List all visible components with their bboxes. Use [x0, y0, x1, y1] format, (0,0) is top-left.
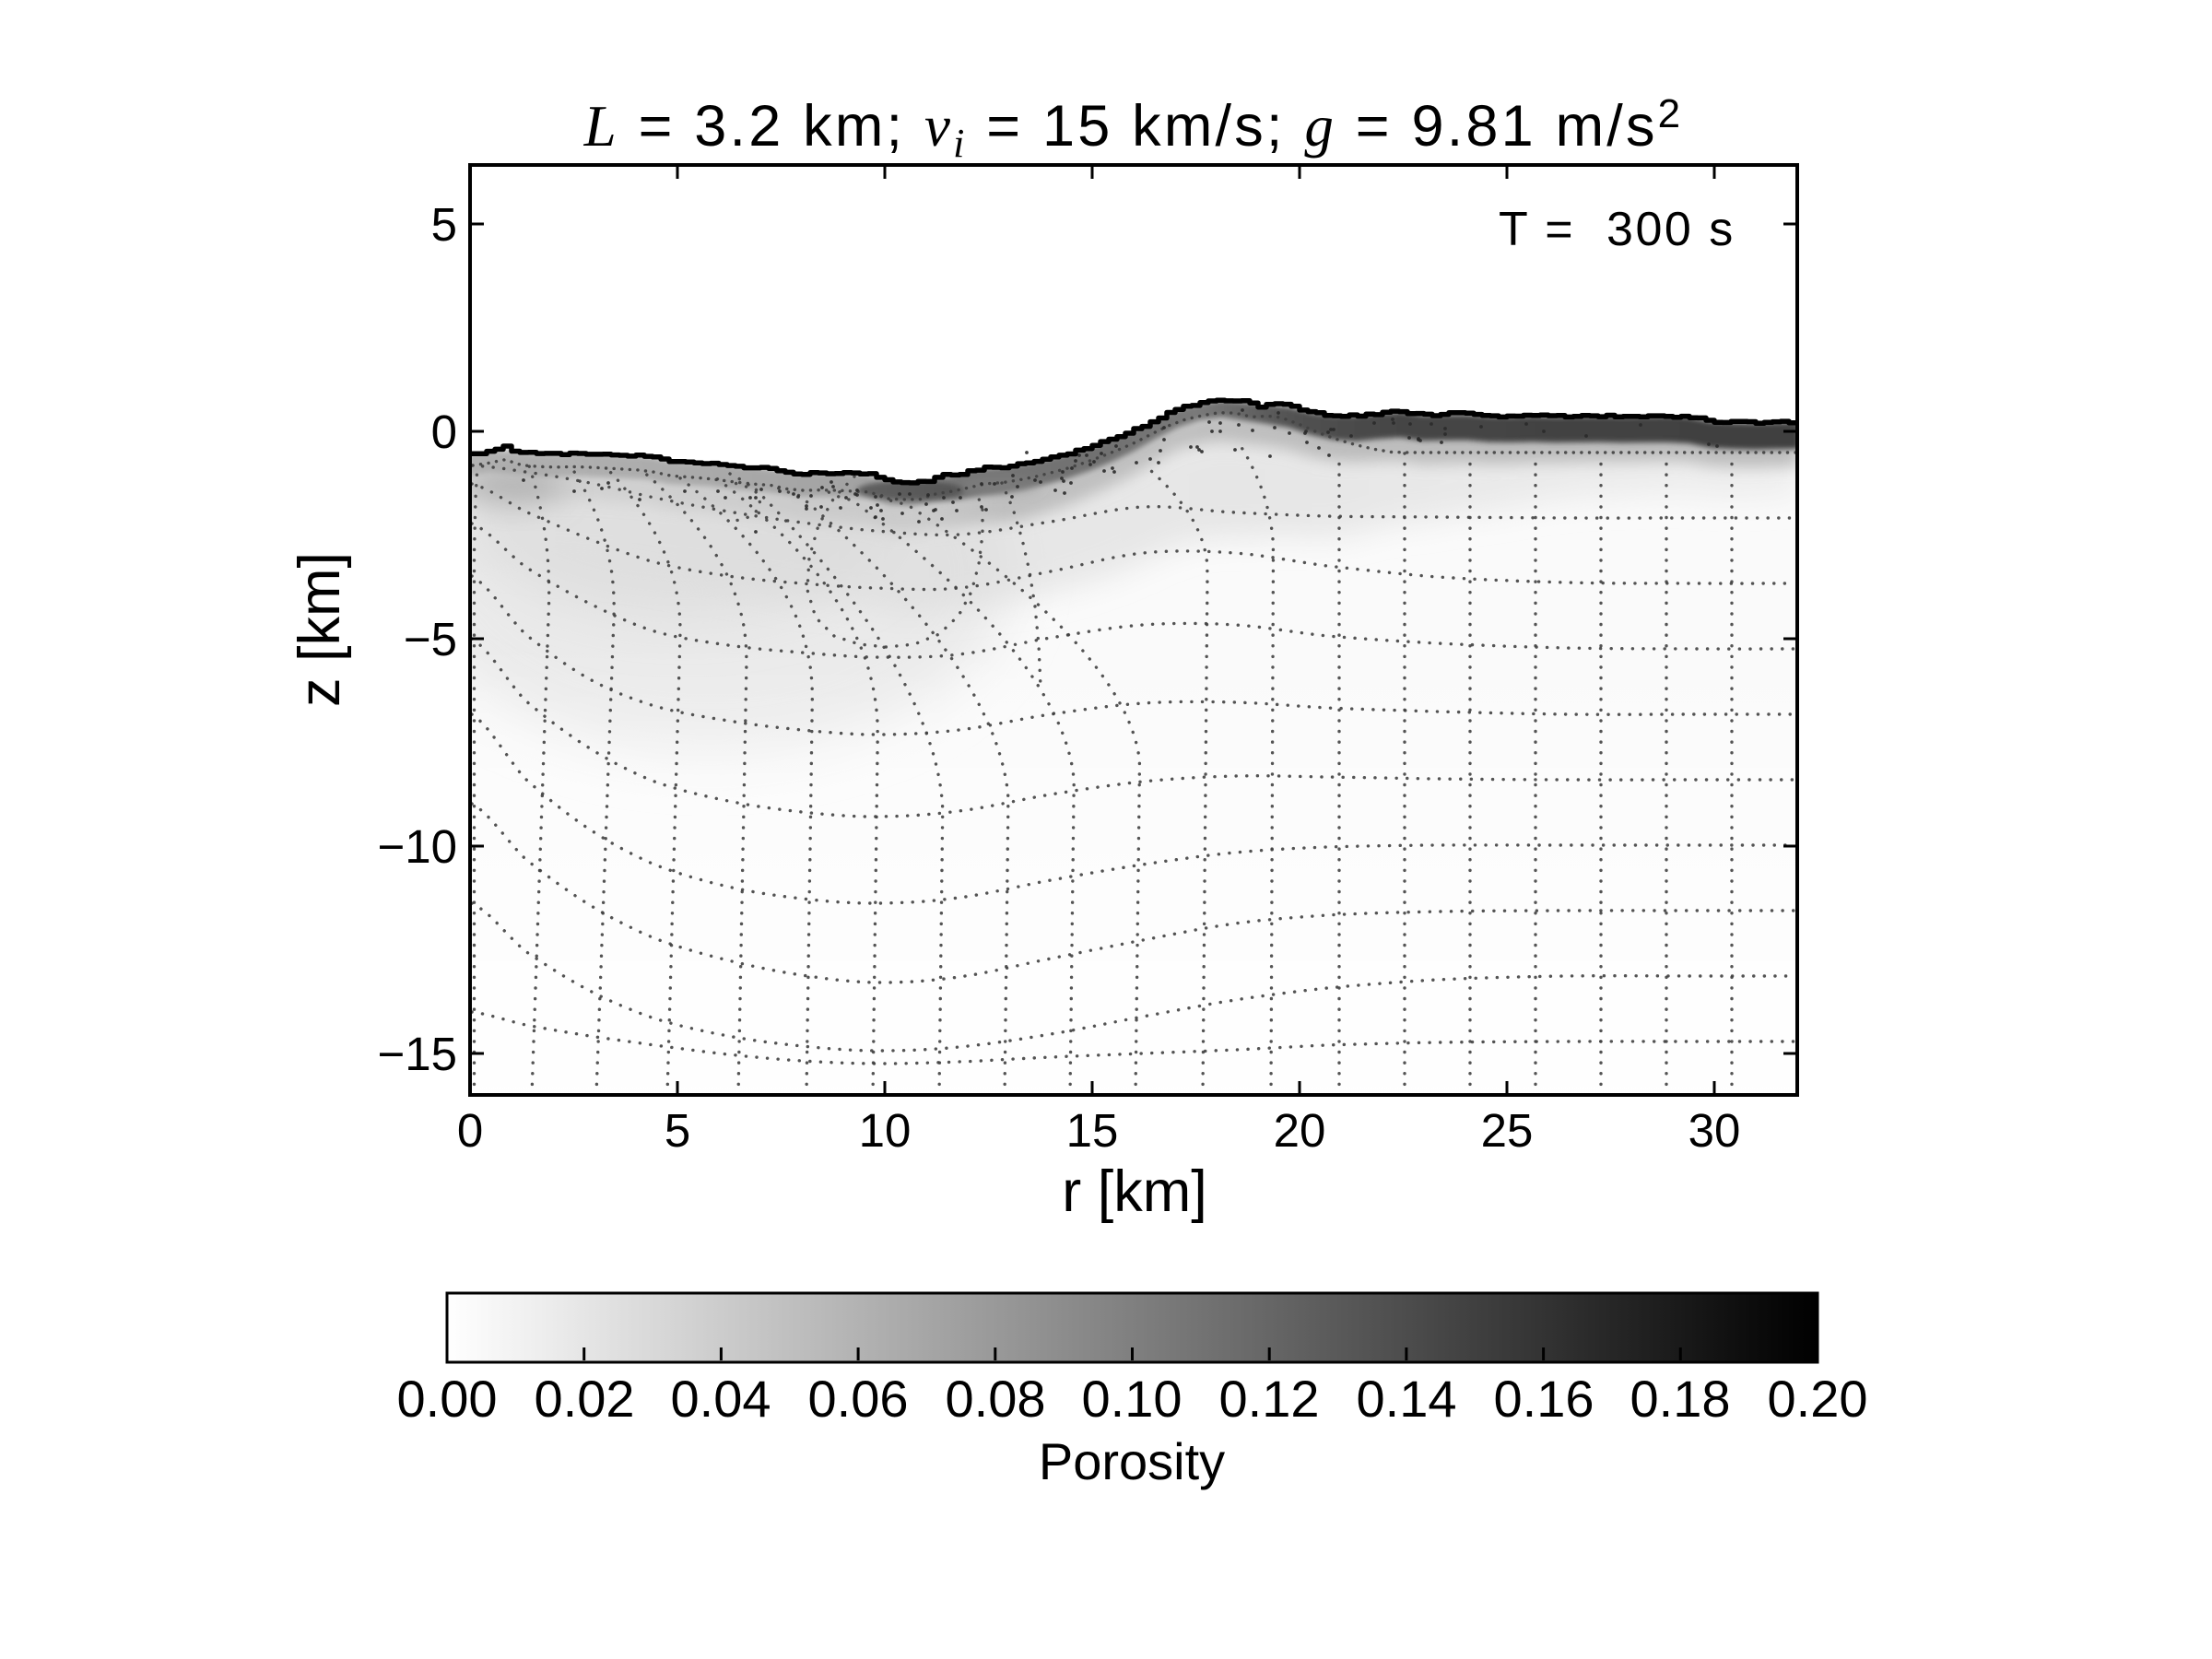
svg-text:0: 0: [431, 406, 457, 458]
svg-text:0.04: 0.04: [671, 1370, 771, 1428]
svg-text:−15: −15: [377, 1028, 457, 1080]
svg-text:z [km]: z [km]: [288, 552, 352, 707]
svg-text:0.06: 0.06: [808, 1370, 909, 1428]
svg-text:30: 30: [1688, 1104, 1741, 1157]
svg-text:0.10: 0.10: [1082, 1370, 1182, 1428]
svg-text:0.08: 0.08: [946, 1370, 1046, 1428]
svg-text:Porosity: Porosity: [1039, 1432, 1225, 1490]
svg-text:0.18: 0.18: [1630, 1370, 1731, 1428]
svg-text:5: 5: [665, 1104, 690, 1157]
svg-text:0.02: 0.02: [535, 1370, 635, 1428]
svg-text:T = 300 s: T = 300 s: [1499, 203, 1735, 256]
svg-text:0: 0: [457, 1104, 483, 1157]
svg-text:−5: −5: [404, 613, 457, 665]
svg-text:0.00: 0.00: [397, 1370, 498, 1428]
svg-text:10: 10: [859, 1104, 912, 1157]
svg-text:15: 15: [1066, 1104, 1119, 1157]
svg-text:0.12: 0.12: [1219, 1370, 1320, 1428]
svg-text:L = 3.2 km; vi = 15 km/s; g =: L = 3.2 km; vi = 15 km/s; g = 9.81 m/s2: [583, 91, 1684, 166]
svg-text:0.16: 0.16: [1494, 1370, 1594, 1428]
svg-text:0.14: 0.14: [1357, 1370, 1457, 1428]
svg-text:20: 20: [1274, 1104, 1326, 1157]
svg-text:r [km]: r [km]: [1062, 1159, 1206, 1224]
svg-text:25: 25: [1481, 1104, 1534, 1157]
svg-text:−10: −10: [377, 820, 457, 873]
svg-text:5: 5: [431, 198, 457, 251]
svg-text:0.20: 0.20: [1768, 1370, 1868, 1428]
